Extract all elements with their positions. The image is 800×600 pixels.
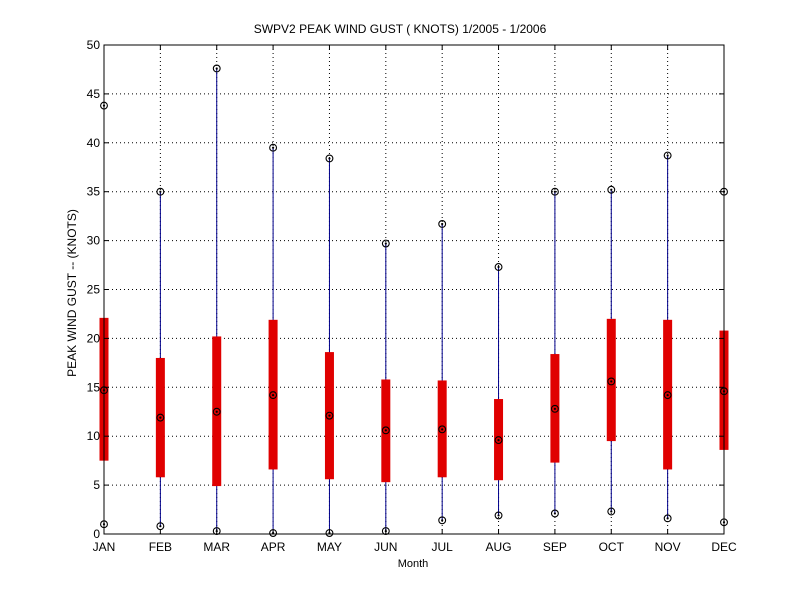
- y-tick-label-50: 50: [87, 38, 101, 52]
- box-oct: [606, 318, 616, 442]
- median-marker-jun: [381, 426, 390, 435]
- max-marker-nov: [663, 151, 672, 160]
- chart-title: SWPV2 PEAK WIND GUST ( KNOTS) 1/2005 - 1…: [253, 22, 547, 36]
- max-marker-aug: [494, 263, 503, 271]
- median-marker-dot-feb: [159, 416, 162, 419]
- max-marker-apr: [269, 143, 278, 152]
- median-marker-dot-nov: [666, 394, 669, 397]
- min-marker-dot-feb: [159, 525, 162, 528]
- x-tick-label-sep: SEP: [543, 540, 567, 554]
- median-marker-apr: [269, 391, 278, 400]
- y-tick-label-5: 5: [93, 478, 100, 492]
- median-marker-dot-may: [328, 414, 331, 417]
- max-marker-dot-aug: [497, 265, 500, 269]
- min-marker-dot-sep: [553, 512, 557, 515]
- max-marker-dot-sep: [553, 190, 557, 193]
- x-tick-label-oct: OCT: [599, 540, 625, 554]
- median-marker-dot-mar: [215, 410, 218, 413]
- max-marker-oct: [607, 185, 616, 194]
- max-marker-sep: [550, 187, 559, 196]
- y-tick-label-40: 40: [87, 136, 101, 150]
- median-marker-nov: [663, 391, 672, 400]
- x-tick-label-apr: APR: [261, 540, 286, 554]
- max-marker-dot-may: [328, 157, 331, 160]
- y-tick-label-30: 30: [87, 234, 101, 248]
- x-tick-label-nov: NOV: [655, 540, 681, 554]
- min-marker-dot-nov: [666, 517, 669, 520]
- x-tick-label-dec: DEC: [711, 540, 737, 554]
- median-marker-jul: [438, 425, 447, 434]
- min-marker-dot-aug: [497, 514, 500, 517]
- x-tick-label-aug: AUG: [486, 540, 512, 554]
- max-marker-dot-jun: [384, 242, 387, 245]
- max-marker-dot-mar: [215, 67, 218, 70]
- median-marker-dot-jun: [384, 429, 387, 432]
- median-marker-oct: [607, 377, 616, 386]
- axis-layer: [103, 44, 725, 535]
- min-marker-oct: [607, 507, 616, 516]
- data-layer: [99, 64, 729, 537]
- y-tick-label-0: 0: [93, 527, 100, 541]
- x-tick-label-jul: JUL: [432, 540, 454, 554]
- y-tick-label-20: 20: [87, 331, 101, 345]
- y-tick-label-25: 25: [87, 283, 101, 297]
- median-marker-feb: [156, 413, 165, 422]
- max-marker-dot-nov: [666, 154, 669, 157]
- median-marker-may: [325, 411, 334, 420]
- median-marker-dot-oct: [610, 380, 613, 383]
- tick-labels-layer: 0 5 10 15 20 25 30 35 40 45 50 JAN FEB MAR APR MAY JUN JU…: [87, 38, 737, 554]
- max-marker-dot-apr: [271, 146, 275, 149]
- max-marker-may: [325, 154, 334, 163]
- max-marker-dot-feb: [159, 190, 162, 193]
- min-marker-sep: [550, 509, 559, 518]
- max-marker-mar: [212, 64, 221, 73]
- max-marker-dot-jul: [441, 222, 444, 226]
- grid-layer: [104, 45, 724, 534]
- y-tick-label-45: 45: [87, 87, 101, 101]
- x-tick-label-feb: FEB: [149, 540, 172, 554]
- x-tick-label-mar: MAR: [203, 540, 230, 554]
- x-axis-label: Month: [397, 558, 429, 570]
- y-tick-label-35: 35: [87, 185, 101, 199]
- min-marker-dot-oct: [610, 510, 613, 513]
- min-marker-aug: [494, 511, 503, 520]
- max-marker-jun: [381, 239, 390, 248]
- max-marker-jul: [438, 220, 447, 228]
- median-marker-dot-jul: [441, 428, 444, 431]
- median-marker-mar: [212, 407, 221, 416]
- y-tick-label-15: 15: [87, 380, 101, 394]
- min-marker-jul: [438, 516, 447, 525]
- median-marker-dot-aug: [497, 439, 500, 442]
- median-marker-sep: [550, 404, 559, 413]
- median-marker-aug: [494, 436, 503, 445]
- y-axis-label: PEAK WIND GUST -- (KNOTS): [65, 209, 79, 377]
- max-marker-feb: [156, 187, 165, 196]
- min-marker-dot-jul: [441, 519, 444, 522]
- median-marker-dot-sep: [553, 407, 557, 410]
- min-marker-nov: [663, 514, 672, 523]
- x-tick-label-may: MAY: [317, 540, 342, 554]
- median-marker-dot-apr: [271, 394, 275, 397]
- x-tick-label-jan: JAN: [93, 540, 116, 554]
- y-tick-label-10: 10: [87, 429, 101, 443]
- max-marker-dot-oct: [610, 188, 613, 191]
- x-tick-label-jun: JUN: [374, 540, 397, 554]
